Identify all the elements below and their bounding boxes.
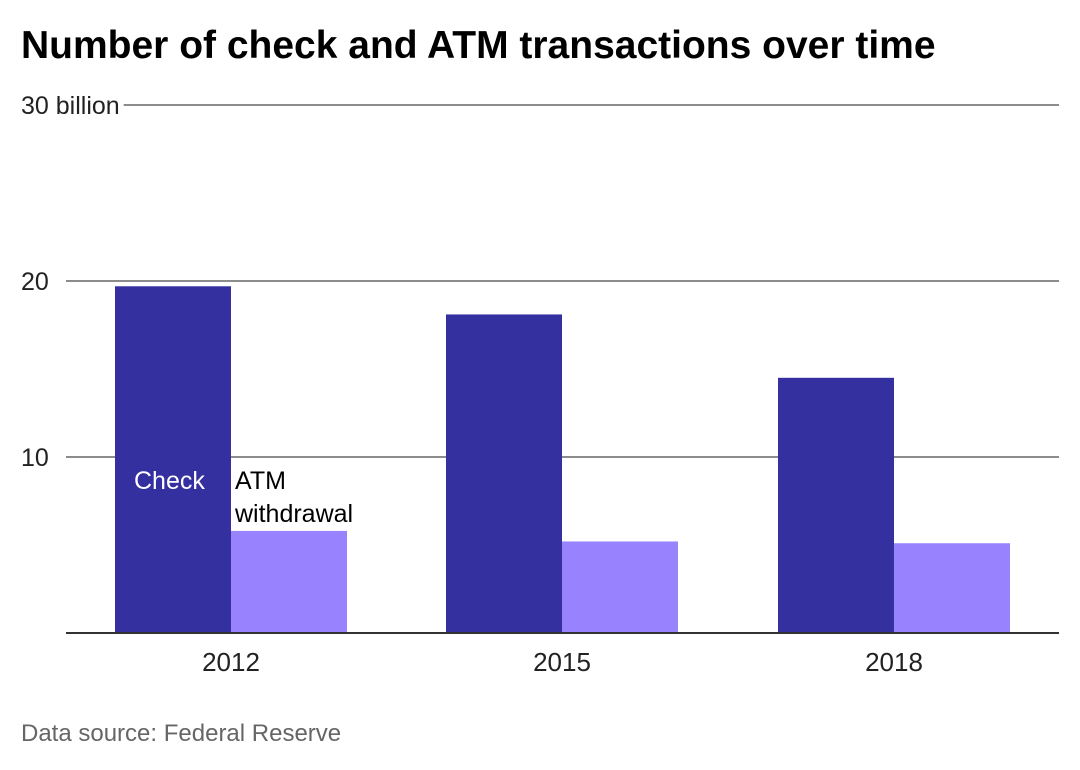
bar-2012-atm xyxy=(231,530,347,633)
series-label-atm-withdrawal: ATM withdrawal xyxy=(234,467,353,528)
x-tick-label: 2018 xyxy=(865,647,923,677)
y-tick-label: 10 xyxy=(21,444,49,472)
data-source-note: Data source: Federal Reserve xyxy=(21,720,342,747)
bar-2012-check xyxy=(115,286,231,633)
x-tick-label: 2015 xyxy=(533,647,591,677)
chart-title: Number of check and ATM transactions ove… xyxy=(21,24,936,67)
series-label-line: ATM xyxy=(235,467,286,495)
bar-chart: 30 billion 20 10 2012 2015 2018 Check ATM withdr… xyxy=(21,92,1059,677)
y-tick-label: 30 billion xyxy=(21,92,120,120)
series-label-line: withdrawal xyxy=(234,500,353,528)
bar-2015-atm xyxy=(562,541,678,633)
series-label-check: Check xyxy=(134,467,205,495)
bar-2015-check xyxy=(446,314,562,633)
bar-2018-atm xyxy=(894,543,1010,633)
bar-2018-check xyxy=(778,377,894,633)
y-tick-label: 20 xyxy=(21,268,49,296)
x-tick-label: 2012 xyxy=(202,647,260,677)
